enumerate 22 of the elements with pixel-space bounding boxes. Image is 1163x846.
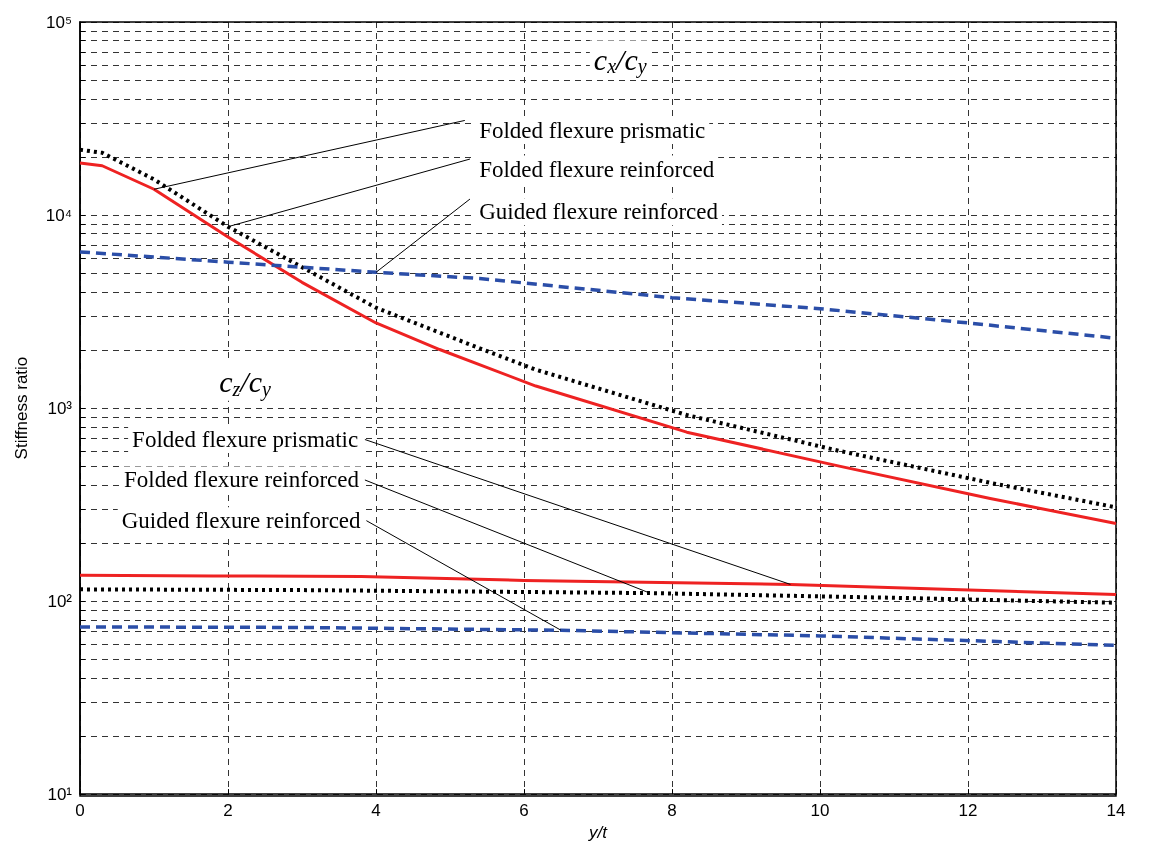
annotation: Folded flexure prismatic: [479, 118, 706, 144]
x-tick-label: 14: [1106, 801, 1126, 821]
y-tick-label: 10¹: [47, 784, 73, 804]
annotation: Folded flexure reinforced: [479, 156, 715, 182]
x-tick-label: 12: [958, 801, 978, 821]
x-tick-label: 0: [75, 801, 85, 821]
y-axis-title: Stiffness ratio: [12, 356, 31, 460]
x-tick-label: 2: [223, 801, 233, 821]
y-tick-label: 10⁴: [45, 205, 72, 225]
x-tick-label: 10: [810, 801, 830, 821]
y-tick-label: 10³: [47, 398, 73, 418]
annotation: Folded flexure reinforced: [123, 467, 360, 493]
x-tick-label: 4: [371, 801, 381, 821]
line-series: [78, 573, 1118, 597]
x-tick-label: 6: [519, 801, 529, 821]
y-tick-label: 10²: [47, 591, 73, 611]
x-tick-label: 8: [667, 801, 677, 821]
annotation: Guided flexure reinforced: [479, 199, 719, 225]
y-tick-label: 10⁵: [46, 12, 72, 32]
x-axis-title: y/t: [588, 823, 609, 842]
annotation: Folded flexure prismatic: [132, 427, 359, 453]
annotation: Guided flexure reinforced: [121, 508, 362, 534]
